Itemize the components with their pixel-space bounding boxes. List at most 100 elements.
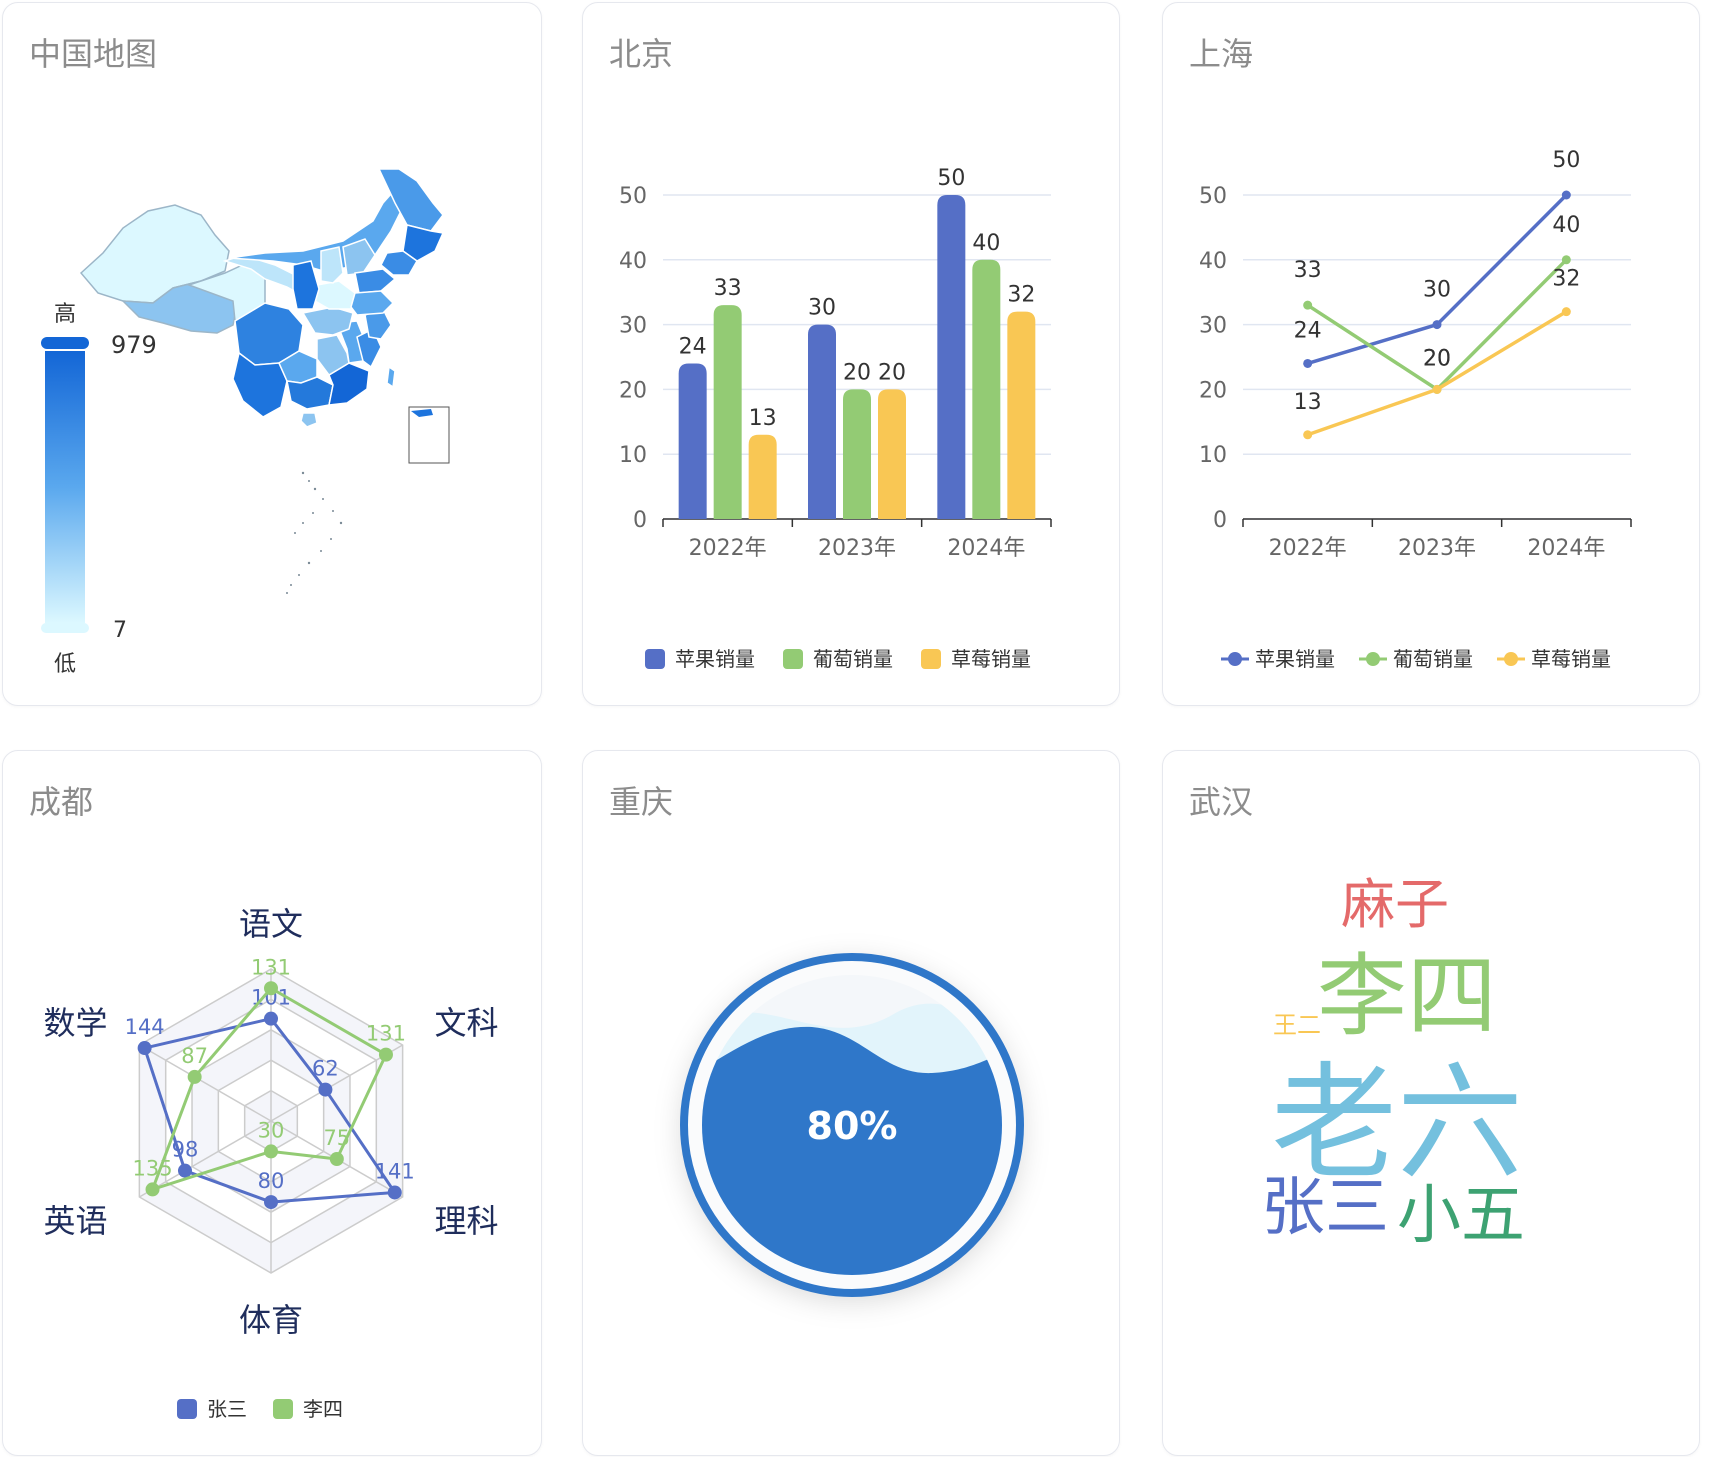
y-tick-label: 40 [619, 249, 647, 274]
radar-point [137, 1041, 152, 1056]
radar-indicator-label: 数学 [44, 1004, 108, 1042]
legend-label: 草莓销量 [951, 647, 1031, 671]
word-cloud-word: 小五 [1397, 1179, 1525, 1253]
data-point [1561, 190, 1571, 200]
shanghai-line-chart: 0 10 20 30 40 50 2022年 2023年 2024年 24 30 50 33 20 40 13… [1199, 148, 1632, 671]
bar [843, 389, 871, 519]
data-point [1432, 384, 1442, 394]
province-hebei [342, 238, 376, 276]
visual-map-max-value: 979 [111, 331, 157, 359]
data-label: 24 [1294, 318, 1322, 343]
province-hubei [301, 306, 354, 336]
card-chongqing: 重庆 80% [582, 750, 1120, 1456]
radar-value-label: 131 [366, 1022, 406, 1046]
y-tick-label: 0 [633, 508, 647, 533]
card-title: 上海 [1189, 35, 1254, 73]
y-tick-label: 30 [1199, 314, 1227, 339]
gauge-outline [680, 953, 1024, 1297]
radar-indicator-label: 文科 [434, 1004, 498, 1042]
south-china-sea-inset [408, 406, 450, 464]
data-label: 50 [937, 166, 965, 191]
province-yunnan [232, 351, 288, 418]
visual-map-bar[interactable] [45, 351, 85, 623]
bar [808, 324, 836, 519]
chengdu-radar-chart: 语文文科理科体育英语数学1016214180981441311317530135… [44, 905, 499, 1421]
radar-value-label: 135 [132, 1156, 172, 1180]
radar-point [264, 1195, 278, 1210]
y-tick-label: 50 [1199, 184, 1227, 209]
legend-label: 葡萄销量 [813, 647, 893, 671]
inset-coastline [411, 409, 433, 417]
province-guangdong [328, 362, 370, 406]
province-heilongjiang [377, 168, 444, 232]
radar-axis [138, 1044, 272, 1122]
data-point [1561, 255, 1571, 265]
radar-value-label: 144 [125, 1015, 165, 1039]
bar [878, 389, 906, 519]
visual-map-handle-top[interactable] [41, 337, 89, 349]
card-title: 重庆 [609, 783, 674, 821]
legend-marker [273, 1399, 293, 1419]
visual-map-min-value: 7 [113, 618, 127, 643]
liquid-body [702, 975, 1002, 1275]
liquid-wave-front [702, 1026, 1002, 1275]
legend-marker [1228, 652, 1242, 666]
legend-marker [1366, 652, 1380, 666]
word-cloud-word: 老六 [1271, 1050, 1523, 1197]
card-wuhan: 武汉 麻子 李四 王二 老六 张三 小五 [1162, 750, 1700, 1456]
data-label: 13 [749, 406, 777, 431]
data-point [1303, 300, 1313, 310]
visual-map-low-label: 低 [54, 652, 76, 677]
visual-map-high-label: 高 [54, 302, 76, 327]
legend-marker [783, 649, 803, 669]
province-taiwan [386, 365, 396, 389]
chongqing-liquid-gauge: 80% [680, 953, 1024, 1297]
visual-map-handle-bottom[interactable] [41, 623, 89, 633]
province-hainan [300, 412, 318, 428]
data-label: 24 [679, 334, 707, 359]
card-title: 北京 [609, 35, 674, 73]
china-map-chart: 高 979 7 低 [41, 168, 450, 677]
bar [748, 434, 777, 519]
bar [1007, 311, 1036, 519]
beijing-bar-chart: 0 10 20 30 40 50 2022年 2023年 2024年 24 33 13 30 20 20 50… [619, 166, 1052, 671]
legend-label: 苹果销量 [1255, 647, 1335, 671]
word-cloud-word: 麻子 [1341, 873, 1449, 936]
y-tick-label: 20 [619, 378, 647, 403]
card-title: 武汉 [1189, 783, 1254, 821]
bar [678, 363, 707, 519]
legend-marker [921, 649, 941, 669]
radar-point [264, 1011, 278, 1026]
province-shandong [354, 268, 397, 294]
radar-value-label: 75 [323, 1126, 350, 1150]
province-shanxi [320, 246, 344, 284]
x-tick-label: 2024年 [1527, 536, 1605, 561]
data-label: 20 [1423, 346, 1451, 371]
bar [937, 195, 966, 519]
y-tick-label: 50 [619, 184, 647, 209]
data-label: 40 [972, 231, 1000, 256]
data-label: 20 [1423, 346, 1451, 371]
radar-axis [138, 1120, 272, 1198]
radar-value-label: 30 [258, 1118, 285, 1142]
x-tick-label: 2022年 [689, 536, 767, 561]
legend-marker [1504, 652, 1518, 666]
y-tick-label: 20 [1199, 378, 1227, 403]
radar-indicator-label: 体育 [239, 1301, 303, 1339]
word-cloud-word: 张三 [1261, 1171, 1389, 1245]
radar-point [329, 1152, 344, 1166]
radar-point [318, 1082, 333, 1097]
x-tick-label: 2024年 [947, 536, 1025, 561]
data-point [1303, 430, 1313, 440]
province-shaanxi [292, 260, 320, 310]
radar-indicator-label: 语文 [239, 905, 303, 943]
x-tick-label: 2023年 [1398, 536, 1476, 561]
data-label: 32 [1552, 267, 1580, 292]
radar-point [387, 1185, 402, 1200]
y-tick-label: 30 [619, 314, 647, 339]
data-label: 30 [1423, 278, 1451, 303]
data-label: 13 [1294, 390, 1322, 415]
legend-label: 张三 [207, 1397, 247, 1421]
province-henan [314, 280, 356, 310]
